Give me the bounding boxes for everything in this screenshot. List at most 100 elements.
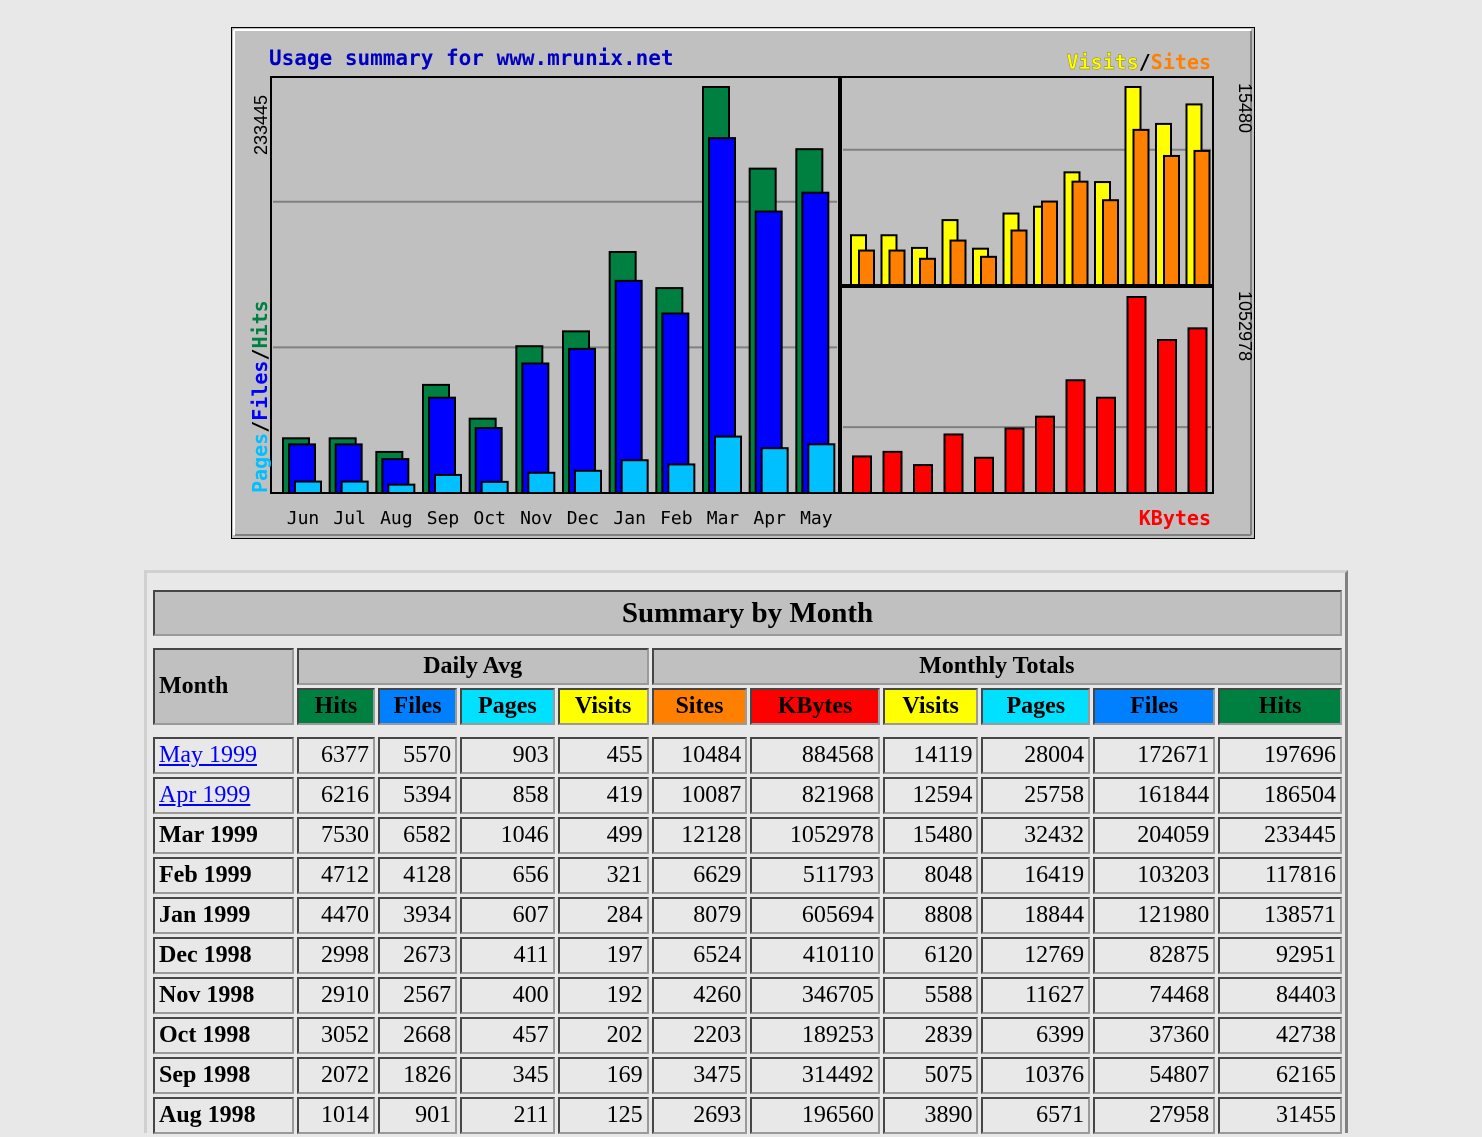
value-cell: 4712	[296, 857, 376, 894]
value-cell: 511793	[750, 857, 880, 894]
column-header-sites: Sites	[651, 688, 748, 725]
x-tick-label: Nov	[520, 508, 553, 529]
kbytes-bars	[852, 296, 1208, 495]
month-cell: Sep 1998	[153, 1057, 294, 1094]
value-cell: 2203	[651, 1017, 748, 1054]
value-cell: 2693	[651, 1097, 748, 1134]
bar-files	[708, 137, 736, 494]
visits-sites-bars	[850, 86, 1211, 287]
value-cell: 117816	[1218, 857, 1342, 894]
value-cell: 28004	[981, 737, 1091, 774]
kbytes-y-max-label: 1052978	[1235, 291, 1255, 361]
value-cell: 419	[557, 777, 649, 814]
table-row: Nov 1998 2910 2567 400 192 4260 346705 5588 1162…	[153, 977, 1342, 1014]
value-cell: 321	[557, 857, 649, 894]
table-row: Oct 1998 3052 2668 457 202 2203 189253 2839 6399…	[153, 1017, 1342, 1054]
value-cell: 607	[460, 897, 555, 934]
month-link[interactable]: Apr 1999	[159, 782, 251, 808]
value-cell: 284	[557, 897, 649, 934]
value-cell: 858	[460, 777, 555, 814]
value-cell: 192	[557, 977, 649, 1014]
value-cell: 3052	[296, 1017, 376, 1054]
bar-kbytes	[1096, 396, 1116, 495]
value-cell: 5394	[378, 777, 458, 814]
value-cell: 400	[460, 977, 555, 1014]
table-row: Aug 1998 1014 901 211 125 2693 196560 3890 6571 2…	[153, 1097, 1342, 1134]
value-cell: 54807	[1093, 1057, 1216, 1094]
value-cell: 18844	[981, 897, 1091, 934]
value-cell: 499	[557, 817, 649, 854]
value-cell: 62165	[1218, 1057, 1342, 1094]
value-cell: 4128	[378, 857, 458, 894]
value-cell: 15480	[882, 817, 979, 854]
x-tick-label: Oct	[473, 508, 506, 529]
bar-files	[801, 191, 830, 495]
value-cell: 196560	[750, 1097, 880, 1134]
bar-kbytes	[1035, 415, 1055, 494]
value-cell: 8079	[651, 897, 748, 934]
value-cell: 138571	[1218, 897, 1342, 934]
bar-sites	[1193, 149, 1211, 286]
month-link[interactable]: May 1999	[159, 742, 257, 768]
value-cell: 2910	[296, 977, 376, 1014]
month-cell[interactable]: May 1999	[153, 737, 294, 774]
table-row: Jan 1999 4470 3934 607 284 8079 605694 8808 1884…	[153, 897, 1342, 934]
value-cell: 10087	[651, 777, 748, 814]
bar-kbytes	[1065, 379, 1086, 494]
value-cell: 10484	[651, 737, 748, 774]
table-row: Dec 1998 2998 2673 411 197 6524 410110 6120 1276…	[153, 937, 1342, 974]
value-cell: 92951	[1218, 937, 1342, 974]
value-cell: 202	[557, 1017, 649, 1054]
bar-sites	[858, 249, 875, 287]
month-cell[interactable]: Apr 1999	[153, 777, 294, 814]
kbytes-plot-area	[840, 286, 1214, 494]
bar-files	[521, 362, 550, 495]
column-header-hits: Hits	[1218, 688, 1342, 725]
value-cell: 1826	[378, 1057, 458, 1094]
column-header-visits: Visits	[882, 688, 979, 725]
value-cell: 6629	[651, 857, 748, 894]
bar-pages	[480, 480, 509, 494]
column-header-visits: Visits	[557, 688, 649, 725]
value-cell: 32432	[981, 817, 1091, 854]
value-cell: 103203	[1093, 857, 1216, 894]
x-tick-label: May	[800, 508, 833, 529]
value-cell: 12769	[981, 937, 1091, 974]
table-row: Feb 1999 4712 4128 656 321 6629 511793 8048 1641…	[153, 857, 1342, 894]
value-cell: 457	[460, 1017, 555, 1054]
usage-chart-svg: Usage summary for www.mrunix.net Pages/F…	[231, 27, 1255, 539]
month-axis-labels: Jun Jul Aug Sep Oct Nov Dec Jan Feb Mar Apr May	[287, 508, 833, 529]
value-cell: 10376	[981, 1057, 1091, 1094]
y-label-sep-2: /	[248, 348, 272, 360]
summary-body: May 1999 6377 5570 903 455 10484 884568 14119 28…	[153, 737, 1342, 1134]
summary-table: Summary by Month Month Daily Avg Monthly…	[150, 587, 1345, 1137]
column-header-files: Files	[1093, 688, 1216, 725]
bar-sites	[919, 257, 936, 286]
value-cell: 197	[557, 937, 649, 974]
column-header-files: Files	[378, 688, 458, 725]
bar-kbytes	[1004, 427, 1025, 495]
bar-sites	[888, 249, 906, 287]
month-cell: Nov 1998	[153, 977, 294, 1014]
value-cell: 11627	[981, 977, 1091, 1014]
value-cell: 161844	[1093, 777, 1216, 814]
monthly-totals-header: Monthly Totals	[651, 648, 1342, 685]
value-cell: 901	[378, 1097, 458, 1134]
value-cell: 2072	[296, 1057, 376, 1094]
month-cell: Feb 1999	[153, 857, 294, 894]
bar-kbytes	[974, 456, 994, 494]
month-header: Month	[153, 648, 294, 725]
x-tick-label: Sep	[427, 508, 460, 529]
y-label-pages: Pages	[248, 433, 272, 493]
value-cell: 12594	[882, 777, 979, 814]
y-label-hits: Hits	[248, 300, 272, 348]
month-cell: Oct 1998	[153, 1017, 294, 1054]
bar-kbytes	[1187, 327, 1208, 494]
bar-pages	[714, 435, 742, 494]
bar-kbytes	[1126, 296, 1147, 494]
value-cell: 25758	[981, 777, 1091, 814]
x-tick-label: Jun	[287, 508, 320, 529]
table-row: May 1999 6377 5570 903 455 10484 884568 14119 28…	[153, 737, 1342, 774]
bar-sites	[949, 239, 967, 286]
value-cell: 8048	[882, 857, 979, 894]
